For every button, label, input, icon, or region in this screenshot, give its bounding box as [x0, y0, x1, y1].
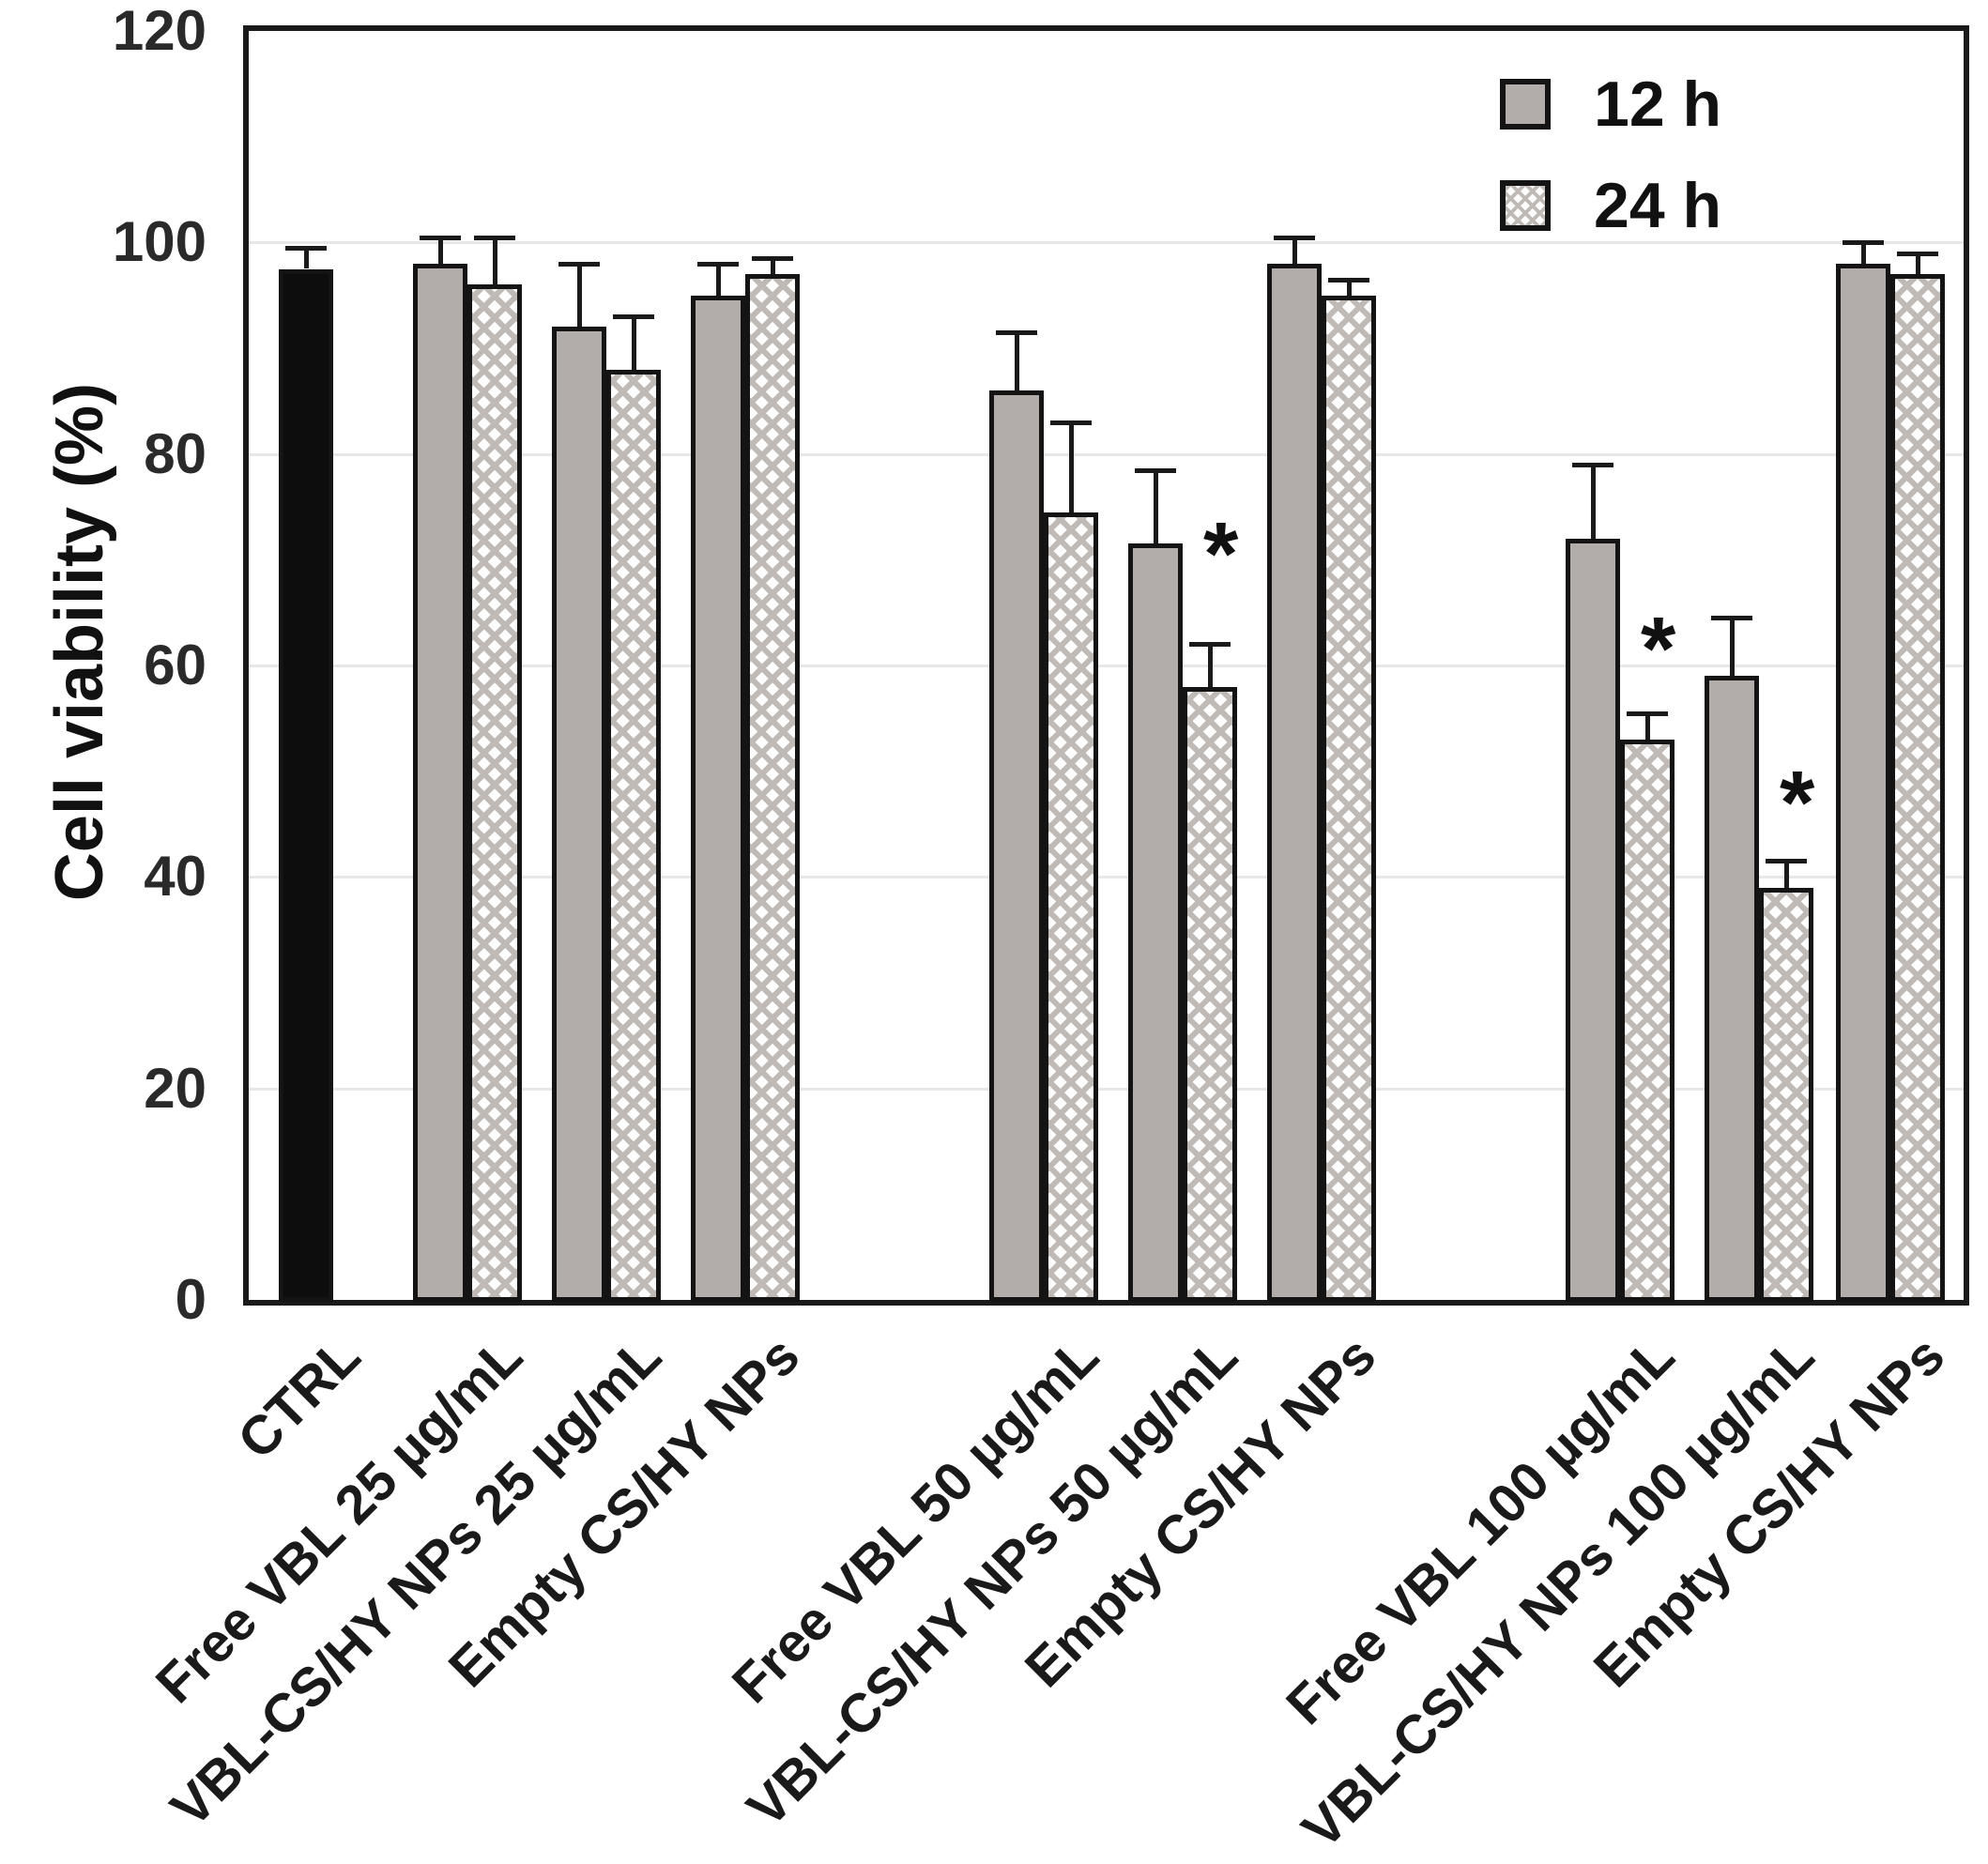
- legend-item-12h: 12 h: [1500, 68, 1721, 141]
- significance-star-1: *: [1641, 599, 1676, 700]
- err-24h-7-cap: [1627, 710, 1668, 716]
- bar-ctrl: [279, 268, 333, 1302]
- err-12h-9-cap: [1843, 240, 1884, 246]
- err-12h-5-cap: [1135, 467, 1176, 473]
- bar-12h-4: [989, 390, 1044, 1302]
- bar-24h-4: [1044, 512, 1098, 1302]
- bar-24h-5: [1183, 686, 1237, 1302]
- err-12h-7-line: [1591, 464, 1596, 539]
- y-tick-label: 60: [144, 634, 206, 696]
- err-24h-1-line: [493, 237, 497, 285]
- x-category-label: CTRL: [226, 1324, 373, 1472]
- err-24h-2-cap: [613, 314, 654, 320]
- legend-item-24h: 24 h: [1500, 169, 1721, 242]
- bar-12h-8: [1705, 676, 1759, 1302]
- bar-12h-7: [1566, 538, 1620, 1302]
- err-24h-6-cap: [1328, 277, 1369, 283]
- err-ctrl-line: [304, 247, 309, 269]
- bar-24h-1: [467, 284, 522, 1302]
- err-24h-9-cap: [1897, 251, 1938, 256]
- err-12h-5-line: [1154, 469, 1158, 544]
- err-12h-4-cap: [996, 330, 1037, 336]
- err-24h-5-line: [1208, 644, 1213, 687]
- err-12h-7-cap: [1572, 462, 1613, 467]
- err-24h-8-cap: [1766, 859, 1807, 864]
- err-24h-2-line: [632, 316, 636, 370]
- bar-24h-2: [606, 369, 661, 1302]
- err-24h-7-line: [1645, 712, 1650, 740]
- significance-star-2: *: [1780, 752, 1815, 853]
- legend-swatch-24h-icon: [1500, 180, 1551, 231]
- err-24h-3-line: [771, 258, 775, 275]
- bar-12h-2: [552, 327, 606, 1302]
- bar-12h-9: [1836, 263, 1890, 1302]
- y-tick-label: 40: [144, 845, 206, 909]
- bar-12h-3: [691, 295, 745, 1302]
- bar-12h-5: [1128, 543, 1183, 1302]
- err-12h-6-cap: [1274, 235, 1315, 240]
- err-24h-5-cap: [1189, 642, 1231, 648]
- plot-area: [243, 25, 1969, 1306]
- gridline-40: [249, 876, 1964, 879]
- err-12h-1-line: [438, 237, 443, 264]
- err-24h-4-line: [1069, 421, 1074, 512]
- bar-12h-6: [1267, 263, 1322, 1302]
- bar-24h-3: [745, 274, 800, 1302]
- err-24h-1-cap: [474, 235, 515, 240]
- err-12h-2-line: [577, 263, 582, 328]
- gridline-20: [249, 1087, 1964, 1091]
- err-12h-9-line: [1861, 242, 1866, 264]
- gridline-60: [249, 665, 1964, 667]
- err-24h-8-line: [1784, 861, 1789, 888]
- legend-label-12h: 12 h: [1594, 69, 1722, 140]
- err-24h-4-cap: [1050, 420, 1092, 425]
- err-12h-8-line: [1730, 618, 1735, 677]
- bar-24h-8: [1759, 887, 1813, 1302]
- err-12h-2-cap: [558, 261, 600, 267]
- err-12h-3-line: [716, 263, 721, 296]
- legend-swatch-12h-icon: [1500, 79, 1551, 130]
- gridline-100: [249, 241, 1964, 245]
- legend-label-24h: 24 h: [1594, 170, 1722, 241]
- y-tick-label: 0: [175, 1268, 206, 1331]
- bar-24h-9: [1890, 274, 1945, 1302]
- y-tick-label: 100: [112, 210, 206, 274]
- err-24h-6-line: [1347, 279, 1352, 296]
- legend: 12 h 24 h: [1500, 68, 1721, 242]
- err-24h-3-cap: [752, 256, 793, 262]
- y-tick-label: 80: [144, 421, 206, 485]
- err-12h-4-line: [1015, 332, 1019, 391]
- err-12h-1-cap: [420, 235, 461, 240]
- y-tick-label: 20: [144, 1056, 206, 1120]
- err-24h-9-line: [1916, 252, 1920, 275]
- bar-12h-1: [413, 263, 467, 1302]
- gridline-80: [249, 452, 1964, 456]
- significance-star-0: *: [1203, 504, 1239, 605]
- bar-24h-7: [1620, 739, 1675, 1302]
- err-12h-8-cap: [1711, 616, 1752, 621]
- y-tick-label: 120: [112, 0, 206, 62]
- x-category-label: VBL-CS/HY NPs 100 µg/mL: [1290, 1324, 1826, 1860]
- err-ctrl-cap: [285, 245, 327, 251]
- err-12h-6-line: [1292, 237, 1297, 264]
- bar-24h-6: [1322, 295, 1376, 1302]
- err-12h-3-cap: [697, 261, 739, 267]
